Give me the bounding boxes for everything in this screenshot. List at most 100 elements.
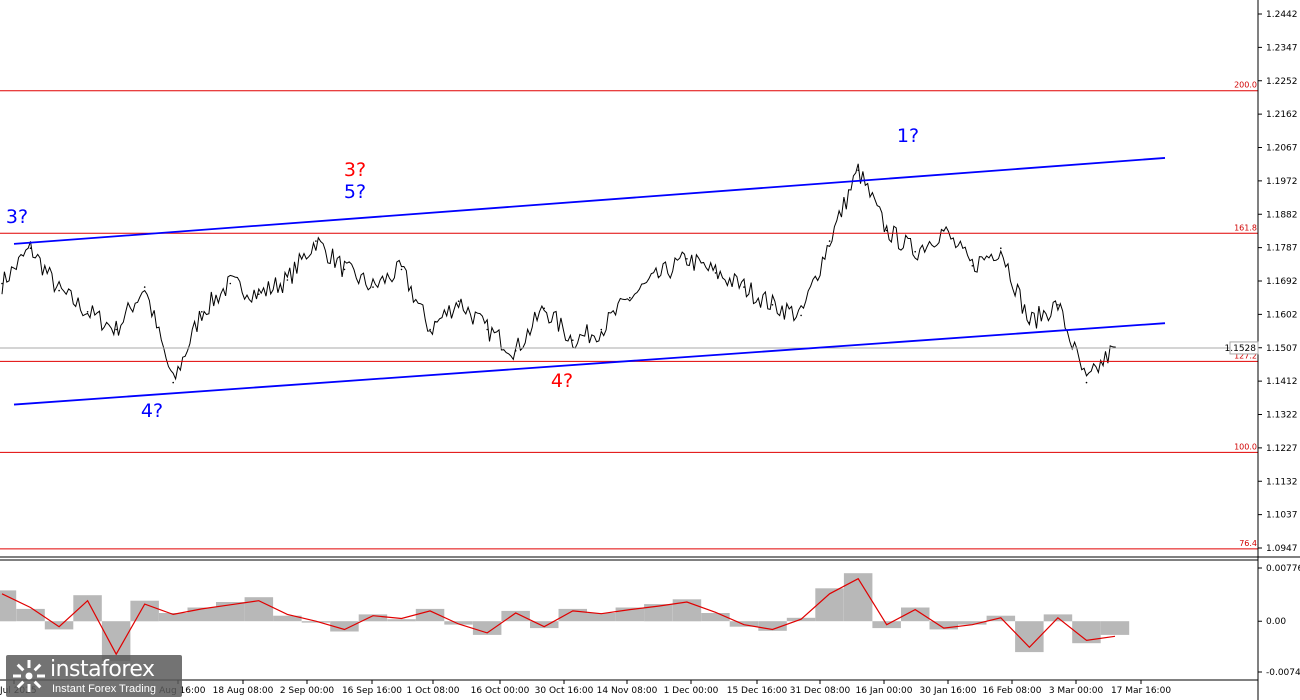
price-point [201, 311, 203, 313]
price-point [657, 275, 660, 278]
price-point [172, 381, 174, 384]
histogram-bar [929, 621, 958, 630]
histogram-bar [301, 621, 331, 623]
price-point [343, 268, 346, 271]
osc-y-tick-label: 0.00776 [1266, 564, 1300, 574]
x-tick-label: 16 Sep 16:00 [342, 686, 402, 696]
price-point [1028, 321, 1031, 324]
channel-line [13, 322, 1166, 406]
y-tick-label: 1.1787 [1266, 244, 1298, 254]
histogram-bar [330, 621, 359, 632]
histogram-bar [387, 619, 416, 622]
price-point [800, 314, 802, 317]
y-tick-label: 1.2162 [1266, 110, 1298, 120]
x-tick-label: 15 Dec 16:00 [727, 686, 788, 696]
histogram-bar [587, 613, 616, 622]
price-point [1057, 304, 1059, 306]
y-tick-label: 1.1322 [1266, 411, 1298, 421]
price-line [1, 163, 1116, 381]
y-tick-label: 1.1412 [1266, 377, 1298, 387]
histogram-bar [530, 621, 559, 629]
price-point [1085, 381, 1088, 384]
price-point [429, 328, 431, 331]
fib-level-label: 161.8 [1234, 223, 1257, 232]
price-point [914, 250, 916, 253]
price-point [1000, 247, 1002, 249]
osc-y-tick-label: -0.0074 [1266, 668, 1300, 678]
x-tick-label: 1 Dec 00:00 [664, 686, 719, 696]
x-tick-label: 3 Mar 00:00 [1049, 686, 1104, 696]
price-point [857, 169, 859, 172]
price-point [372, 286, 374, 288]
price-point [686, 258, 688, 260]
y-tick-label: 1.2347 [1266, 43, 1298, 53]
x-tick-label: 17 Mar 16:00 [1111, 686, 1171, 696]
instaforex-logo-icon [13, 660, 45, 692]
x-tick-label: 30 Oct 16:00 [535, 686, 594, 696]
wave-label: 4? [141, 400, 163, 422]
channel-line [13, 157, 1166, 245]
brand-tagline: Instant Forex Trading [52, 683, 156, 695]
histogram-bar [729, 621, 759, 627]
histogram-bar [16, 608, 45, 622]
histogram-bar [901, 607, 930, 622]
y-tick-label: 1.1037 [1266, 511, 1298, 521]
price-point [885, 229, 888, 232]
price-point [714, 272, 717, 274]
x-tick-label: 31 Dec 08:00 [790, 686, 851, 696]
price-point [514, 350, 517, 352]
x-tick-label: 16 Feb 08:00 [982, 686, 1041, 696]
y-tick-label: 1.2067 [1266, 144, 1298, 154]
histogram-bar [44, 621, 74, 630]
histogram-bar [958, 621, 987, 625]
wave-label: 3? [6, 206, 28, 228]
y-tick-label: 1.0947 [1266, 544, 1298, 554]
price-point [1, 282, 3, 285]
histogram-bar [701, 613, 730, 622]
price-point [743, 286, 745, 288]
histogram-bar [758, 621, 787, 631]
price-point [943, 229, 945, 232]
price-point [86, 311, 89, 313]
price-point [486, 328, 489, 331]
y-tick-label: 1.1972 [1266, 177, 1298, 187]
price-point [457, 300, 460, 303]
current-price-tag [1229, 341, 1259, 355]
x-tick-label: 16 Oct 00:00 [471, 686, 530, 696]
signal-line [1, 577, 1116, 656]
y-tick-label: 1.1882 [1266, 210, 1298, 220]
histogram-bar [415, 608, 445, 622]
histogram-bar [273, 615, 302, 622]
current-price-label: 1.1528 [1225, 344, 1257, 354]
oscillator-panel [0, 573, 1130, 661]
brand-name: instaforex [50, 657, 155, 682]
histogram-bar [1100, 621, 1130, 635]
price-point [629, 296, 631, 299]
price-point [543, 307, 545, 310]
wave-label: 1? [897, 125, 919, 147]
osc-y-tick-label: 0.00 [1266, 617, 1286, 627]
fib-level-label: 200.0 [1234, 81, 1257, 90]
fib-level-label: 76.4 [1239, 539, 1257, 548]
x-tick-label: 2 Sep 00:00 [280, 686, 335, 696]
price-point [143, 286, 146, 288]
y-tick-label: 1.2442 [1266, 10, 1298, 20]
price-point [572, 339, 574, 342]
wave-label: 4? [551, 370, 573, 392]
fib-level-label: 127.2 [1234, 351, 1257, 360]
x-tick-label: 16 Jan 00:00 [856, 686, 913, 696]
price-point [828, 240, 831, 242]
wave-label: 3? [344, 159, 366, 181]
histogram-bar [159, 613, 188, 622]
y-tick-label: 1.1602 [1266, 310, 1298, 320]
price-point [771, 304, 774, 306]
instaforex-logo: instaforex Instant Forex Trading [6, 655, 182, 697]
price-point [29, 247, 32, 249]
y-tick-label: 1.1227 [1266, 444, 1298, 454]
histogram-bar [187, 607, 216, 622]
histogram-bar [843, 573, 873, 622]
histogram-bar [644, 604, 673, 622]
price-point [971, 265, 974, 267]
